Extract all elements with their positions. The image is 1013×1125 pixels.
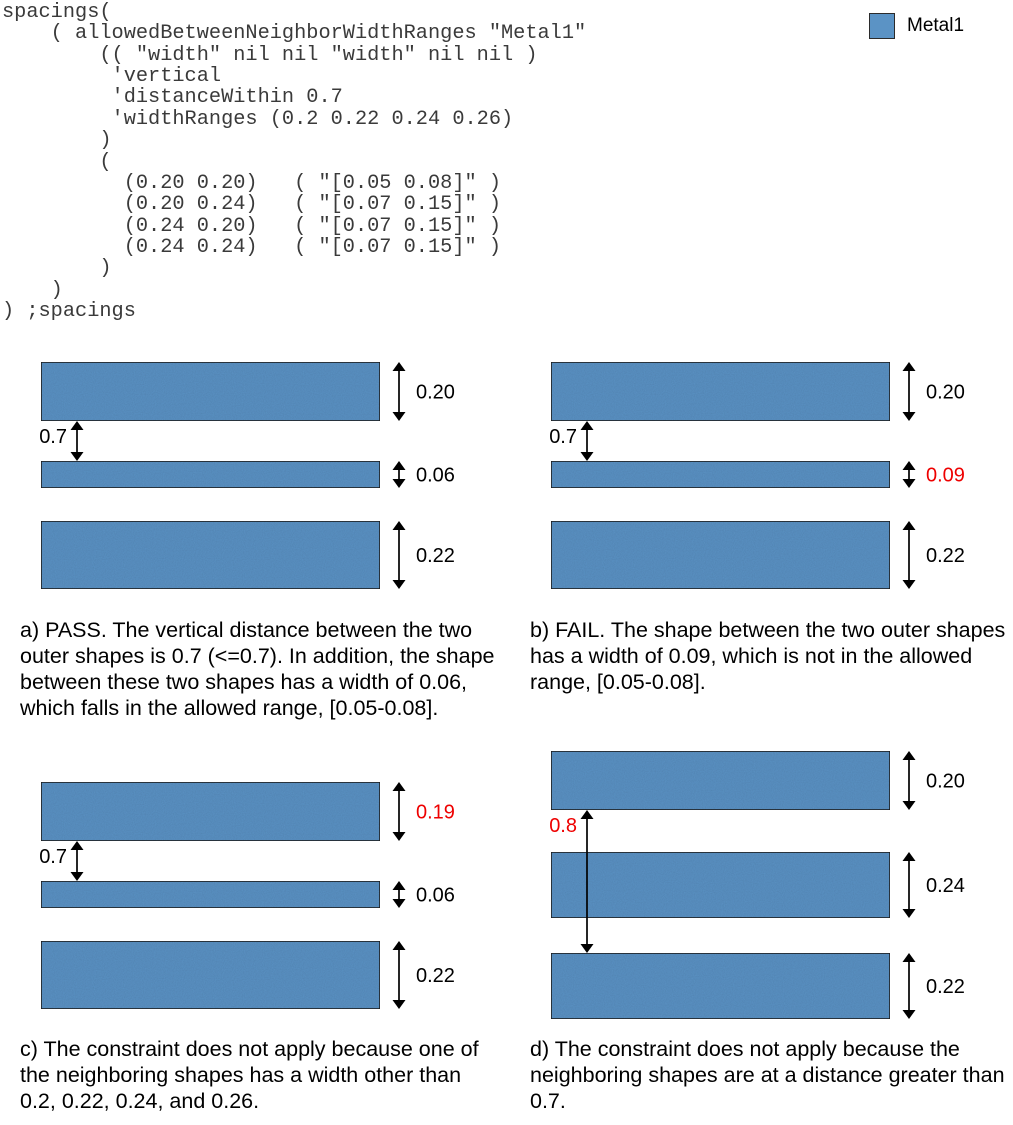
svg-text:0.06: 0.06 <box>416 465 455 487</box>
svg-text:0.7: 0.7 <box>39 426 67 448</box>
svg-text:0.22: 0.22 <box>926 545 965 567</box>
svg-text:0.19: 0.19 <box>416 802 455 824</box>
svg-text:0.22: 0.22 <box>926 976 965 998</box>
svg-text:0.24: 0.24 <box>926 875 965 897</box>
svg-text:0.20: 0.20 <box>926 382 965 404</box>
svg-text:0.7: 0.7 <box>39 846 67 868</box>
svg-text:0.20: 0.20 <box>416 382 455 404</box>
svg-text:0.20: 0.20 <box>926 771 965 793</box>
svg-text:0.8: 0.8 <box>549 815 577 837</box>
svg-text:0.06: 0.06 <box>416 885 455 907</box>
svg-text:0.09: 0.09 <box>926 465 965 487</box>
svg-text:0.22: 0.22 <box>416 965 455 987</box>
svg-text:0.7: 0.7 <box>549 426 577 448</box>
svg-text:0.22: 0.22 <box>416 545 455 567</box>
